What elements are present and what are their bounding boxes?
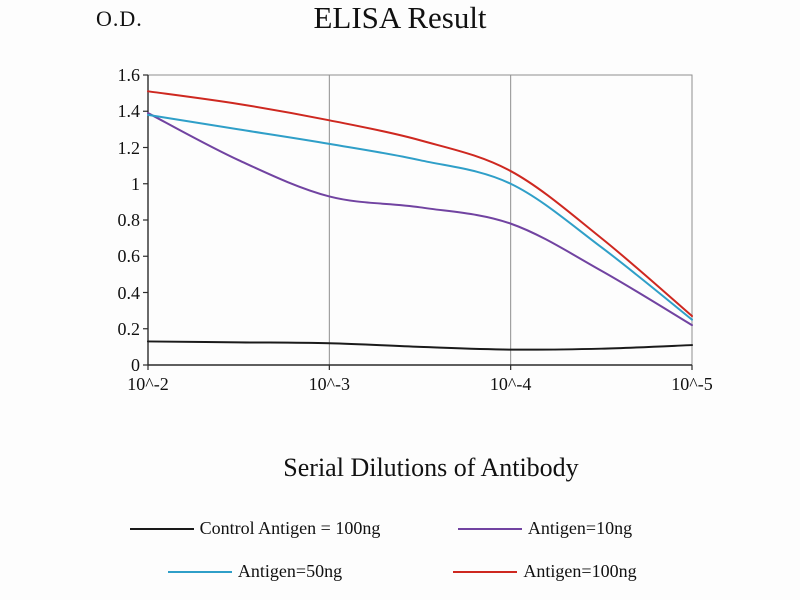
legend-line-swatch	[453, 570, 518, 573]
y-tick-label: 0.8	[117, 210, 141, 230]
y-tick-label: 1.4	[117, 101, 141, 122]
y-tick-label: 0.6	[117, 246, 141, 267]
legend-label: Antigen=100ng	[523, 561, 637, 581]
series-line-antigen-100ng	[147, 90, 693, 318]
legend-item: Control Antigen = 100ng	[110, 518, 400, 539]
plot-border	[147, 74, 693, 366]
legend-item: Antigen=50ng	[110, 561, 400, 582]
x-tick-label: 10^-5	[671, 374, 713, 394]
legend-label: Antigen=50ng	[237, 561, 343, 581]
legend-label: Control Antigen = 100ng	[199, 518, 381, 538]
x-tick-label: 10^-2	[127, 374, 169, 394]
y-tick-label: 0	[131, 355, 140, 375]
legend-item: Antigen=100ng	[400, 561, 690, 582]
y-tick-label: 0.4	[117, 282, 141, 303]
x-tick-label: 10^-3	[308, 374, 351, 394]
y-tick-label: 0.2	[117, 318, 141, 339]
y-tick-label: 1	[131, 173, 140, 194]
series-line-control-antigen-100ng	[147, 340, 693, 351]
chart-title: ELISA Result	[313, 0, 487, 35]
legend-item: Antigen=10ng	[400, 518, 690, 539]
series-line-antigen-50ng	[147, 113, 693, 321]
legend-label: Antigen=10ng	[527, 518, 633, 538]
y-tick-label: 1.6	[117, 65, 141, 85]
y-axis-title: O.D.	[96, 6, 143, 31]
y-tick-label: 1.2	[117, 137, 141, 158]
series-line-antigen-10ng	[147, 112, 693, 327]
chart-legend: Control Antigen = 100ng Antigen=10ng Antig…	[110, 518, 690, 582]
x-tick-label: 10^-4	[489, 374, 532, 394]
legend-line-swatch	[129, 527, 194, 530]
legend-line-swatch	[457, 527, 522, 530]
x-axis-title: Serial Dilutions of Antibody	[283, 453, 579, 482]
legend-line-swatch	[167, 570, 232, 573]
